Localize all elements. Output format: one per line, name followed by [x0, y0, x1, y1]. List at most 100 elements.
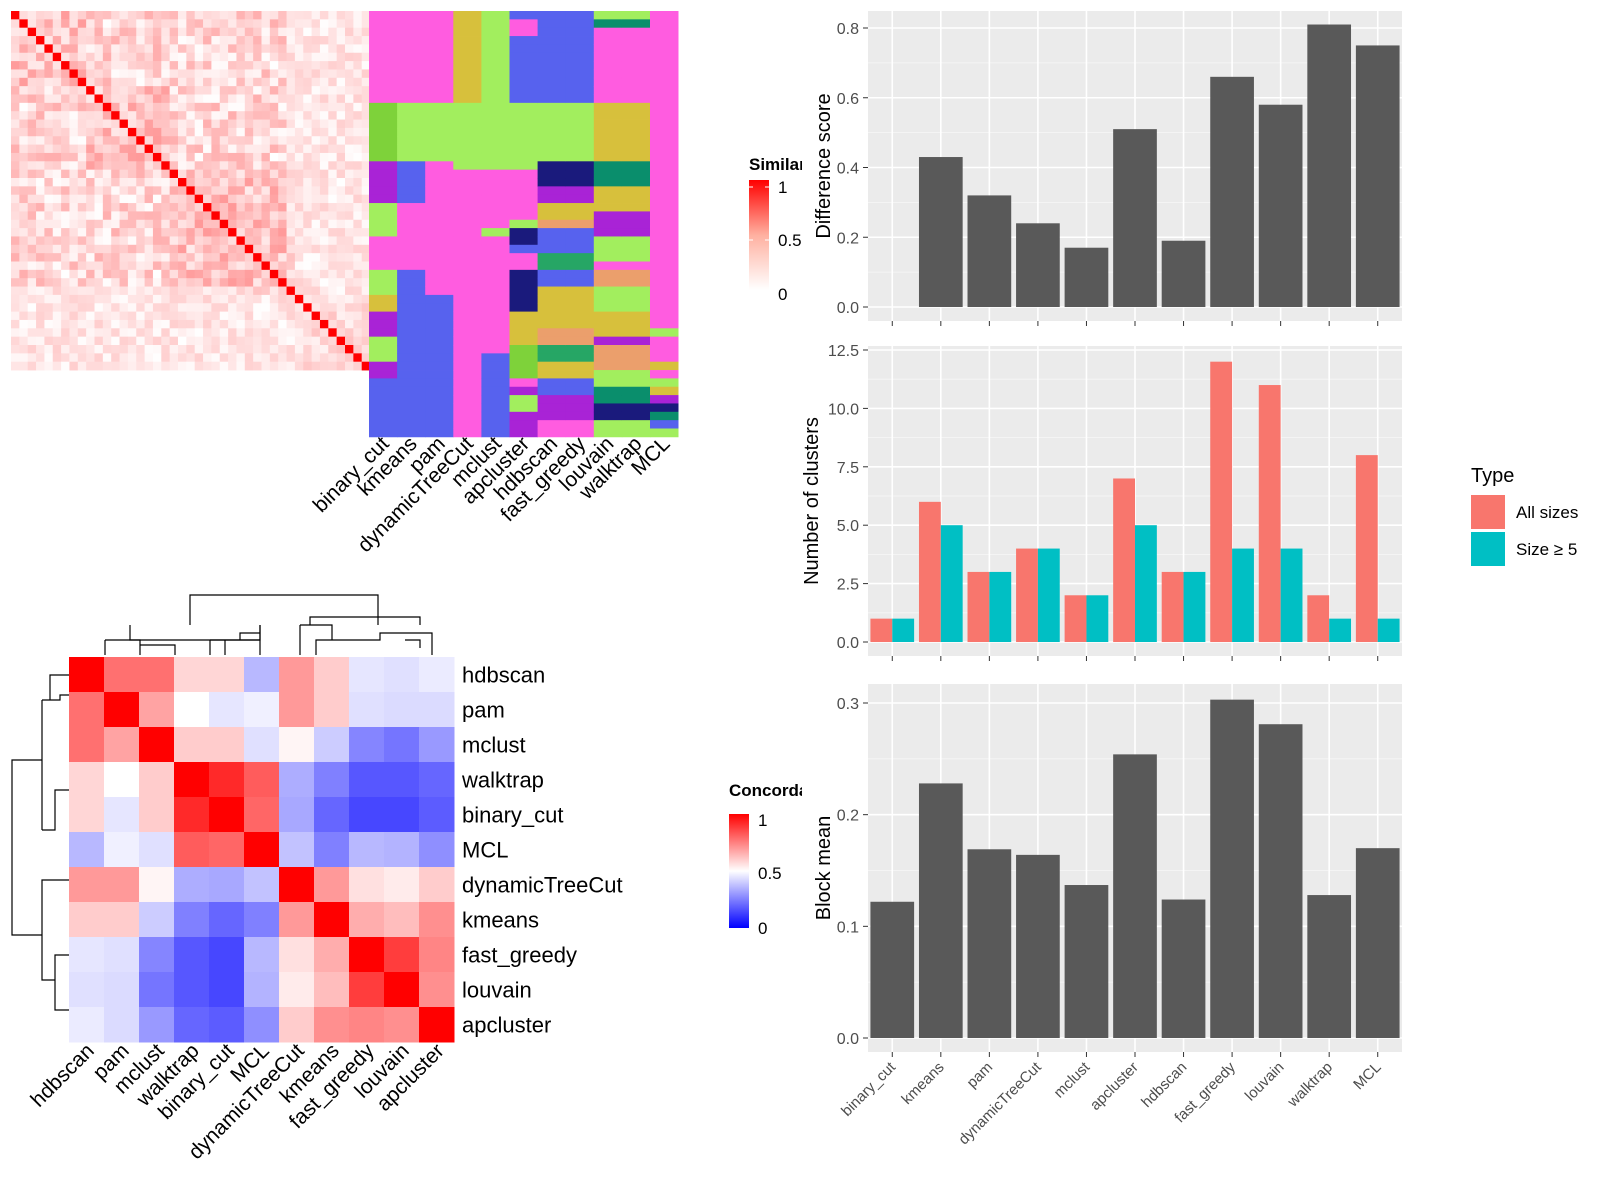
- bar: [1258, 385, 1281, 642]
- similarity-cell: [169, 127, 179, 137]
- similarity-cell: [11, 186, 20, 196]
- similarity-cell: [61, 69, 70, 79]
- similarity-cell: [77, 102, 87, 112]
- similarity-cell: [102, 178, 112, 187]
- similarity-cell: [69, 111, 79, 120]
- concordance-cell: [349, 692, 385, 728]
- similarity-cell: [11, 194, 20, 204]
- classification-cell: [593, 152, 623, 162]
- similarity-cell: [219, 261, 229, 271]
- similarity-cell: [161, 244, 171, 254]
- classification-cell: [453, 294, 482, 304]
- similarity-cell: [228, 253, 237, 262]
- similarity-cell: [253, 353, 262, 363]
- similarity-cell: [361, 186, 371, 196]
- classification-cell: [425, 345, 454, 354]
- similarity-cell: [244, 328, 254, 338]
- similarity-cell: [194, 261, 204, 271]
- similarity-cell: [353, 186, 363, 196]
- similarity-cell: [353, 228, 363, 237]
- similarity-cell: [336, 52, 346, 62]
- similarity-cell: [303, 228, 312, 237]
- similarity-cell: [219, 86, 229, 95]
- classification-cell: [650, 219, 679, 229]
- similarity-cell: [361, 44, 371, 54]
- similarity-cell: [311, 261, 321, 271]
- similarity-cell: [178, 19, 187, 29]
- similarity-cell: [294, 61, 304, 70]
- bar: [870, 618, 893, 642]
- similarity-cell: [119, 228, 129, 237]
- similarity-cell: [219, 236, 229, 246]
- similarity-cell: [119, 328, 129, 338]
- similarity-cell: [303, 11, 312, 20]
- similarity-cell: [253, 278, 262, 287]
- classification-cell: [537, 361, 567, 371]
- similarity-cell: [294, 211, 304, 221]
- similarity-cell: [303, 144, 312, 154]
- similarity-cell: [136, 336, 145, 346]
- similarity-cell: [328, 194, 338, 204]
- similarity-cell: [152, 228, 162, 237]
- similarity-cell: [203, 19, 212, 29]
- similarity-cell: [286, 253, 296, 262]
- classification-cell: [509, 236, 538, 246]
- similarity-cell: [303, 236, 312, 246]
- classification-cell: [509, 386, 538, 396]
- classification-cell: [481, 345, 510, 354]
- similarity-cell: [353, 169, 363, 179]
- concordance-cell: [279, 902, 315, 938]
- similarity-cell: [278, 303, 287, 312]
- similarity-cell: [353, 328, 363, 338]
- similarity-cell: [169, 169, 179, 179]
- similarity-cell: [44, 261, 54, 271]
- similarity-cell: [152, 319, 162, 329]
- similarity-cell: [294, 86, 304, 95]
- similarity-cell: [111, 169, 120, 179]
- classification-cell: [397, 144, 426, 154]
- classification-cell: [565, 328, 595, 338]
- classification-cell: [509, 11, 538, 20]
- similarity-cell: [353, 44, 363, 54]
- similarity-cell: [52, 236, 62, 246]
- similarity-cell: [186, 253, 196, 262]
- similarity-cell: [19, 194, 29, 204]
- similarity-cell: [261, 186, 271, 196]
- similarity-cell: [44, 86, 54, 95]
- similarity-cell: [303, 244, 312, 254]
- classification-cell: [621, 370, 651, 379]
- similarity-cell: [203, 345, 212, 354]
- classification-cell: [369, 186, 398, 196]
- similarity-cell: [269, 294, 279, 304]
- similarity-cell: [44, 353, 54, 363]
- similarity-cell: [211, 111, 221, 120]
- classification-cell: [397, 303, 426, 312]
- similarity-cell: [228, 178, 237, 187]
- similarity-cell: [294, 286, 304, 296]
- similarity-cell: [178, 345, 187, 354]
- classification-cell: [509, 244, 538, 254]
- similarity-cell: [19, 61, 29, 70]
- similarity-cell: [361, 345, 371, 354]
- classification-cell: [537, 86, 567, 95]
- similarity-cell: [345, 345, 354, 354]
- similarity-cell: [52, 127, 62, 137]
- classification-cell: [369, 61, 398, 70]
- classification-cell: [565, 336, 595, 346]
- classification-cell: [650, 269, 679, 279]
- similarity-cell: [236, 319, 246, 329]
- similarity-cell: [119, 286, 129, 296]
- similarity-cell: [69, 345, 79, 354]
- similarity-cell: [94, 36, 104, 45]
- classification-cell: [453, 194, 482, 204]
- similarity-cell: [27, 303, 37, 312]
- similarity-cell: [152, 111, 162, 120]
- similarity-cell: [244, 44, 254, 54]
- similarity-cell: [186, 186, 196, 196]
- similarity-cell: [253, 19, 262, 29]
- classification-cell: [481, 136, 510, 145]
- similarity-cell: [94, 94, 104, 104]
- classification-cell: [453, 203, 482, 212]
- similarity-cell: [86, 361, 95, 371]
